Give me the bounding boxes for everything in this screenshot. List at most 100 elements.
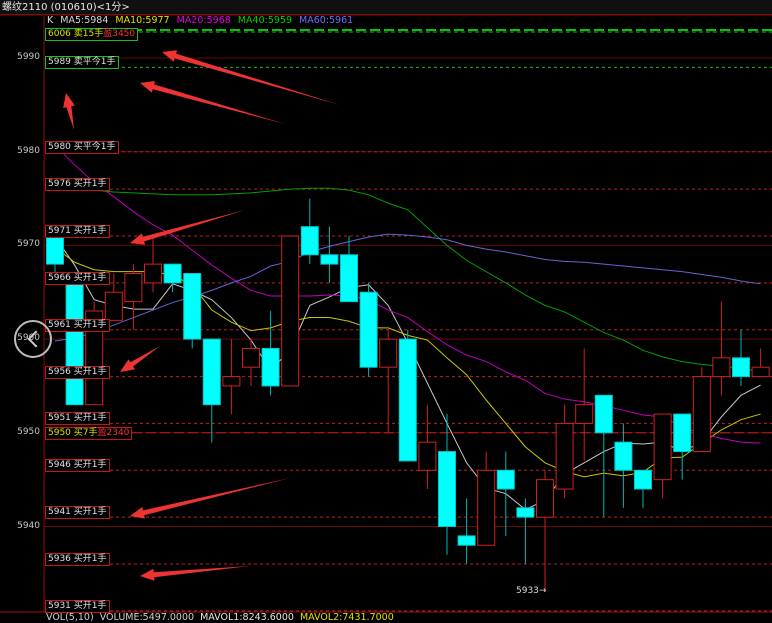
annotation-arrows [63, 50, 340, 581]
candle-body [320, 254, 339, 265]
candle-body [575, 404, 594, 424]
order-label[interactable]: 5966 买开1手 [45, 271, 110, 285]
candle-body [516, 507, 535, 518]
candle-body [379, 338, 398, 368]
candle-body [418, 441, 437, 471]
order-label[interactable]: 5950 买7手盈2340 [45, 426, 133, 440]
candle-body [85, 310, 104, 406]
order-text: 5966 买开1手 [48, 272, 107, 283]
y-tick-label: 5950 [17, 426, 40, 437]
candle-body [340, 254, 358, 303]
order-text: 6006 卖15手 [48, 29, 104, 39]
candle [536, 470, 554, 593]
nav-back-button[interactable] [14, 320, 52, 358]
candle-body [398, 338, 417, 462]
candle-body [222, 376, 241, 387]
candle-body [183, 273, 202, 340]
candle-body [261, 347, 280, 387]
order-text: 5971 买开1手 [48, 226, 107, 237]
candle-body [438, 451, 456, 528]
candle-body [46, 235, 64, 265]
order-text: 5989 卖平今1手 [48, 57, 116, 68]
candle [477, 451, 496, 546]
ma20-line [54, 144, 761, 444]
order-profit: 盈2340 [97, 427, 130, 438]
order-label[interactable]: 6006 卖15手盈3450 [45, 28, 139, 41]
candle [398, 329, 417, 462]
candle [124, 264, 143, 330]
candle [65, 282, 84, 406]
chevron-left-icon [27, 330, 45, 348]
candle-body [65, 282, 84, 406]
candle [575, 348, 594, 461]
candle [418, 404, 437, 490]
candle [144, 236, 162, 293]
annotation-arrow [140, 81, 285, 124]
candle [692, 367, 711, 453]
candle-body [457, 535, 476, 546]
candle [163, 263, 182, 293]
legend-ma5: MA5:5984 [60, 15, 109, 26]
candle-body [614, 441, 633, 471]
candle-body [634, 469, 652, 490]
candle-body [555, 422, 574, 490]
candle-body [712, 357, 731, 378]
vol-mavol1: MAVOL1:8243.6000 [200, 612, 294, 623]
candle-body [477, 469, 496, 546]
order-label[interactable]: 5971 买开1手 [45, 225, 110, 239]
candle-body [163, 263, 182, 284]
candle [85, 301, 104, 406]
order-label[interactable]: 5941 买开1手 [45, 506, 110, 520]
annotation-arrow [130, 210, 245, 245]
order-label[interactable]: 5931 买开1手 [45, 599, 110, 613]
candle-body [124, 273, 143, 303]
y-tick-label: 5980 [17, 145, 40, 156]
candle [594, 394, 613, 518]
ma-legend: K MA5:5984 MA10:5977 MA20:5968 MA40:5959… [47, 15, 357, 27]
vol-volume: VOLUME:5497.0000 [99, 612, 195, 623]
candle [673, 413, 692, 480]
candle [261, 310, 280, 396]
order-lines [104, 29, 772, 612]
candle-body [359, 291, 378, 368]
order-label[interactable]: 5951 买开1手 [45, 412, 110, 426]
order-label[interactable]: 5976 买开1手 [45, 178, 110, 192]
volume-legend: VOL(5,10) VOLUME:5497.0000 MAVOL1:8243.6… [46, 613, 397, 623]
order-text: 5941 买开1手 [48, 507, 107, 518]
candle [732, 329, 750, 386]
candle [438, 414, 456, 555]
candle-body [202, 338, 221, 406]
order-label[interactable]: 5980 买平今1手 [45, 140, 119, 154]
candle [281, 235, 300, 387]
order-text: 5976 买开1手 [48, 179, 107, 190]
order-label[interactable]: 5936 买开1手 [45, 552, 110, 566]
candle [634, 469, 652, 508]
legend-ma40: MA40:5959 [237, 15, 292, 26]
candle-body [242, 347, 260, 368]
candle [340, 236, 358, 303]
candle [359, 282, 378, 377]
order-label[interactable]: 5961 买开1手 [45, 318, 110, 332]
legend-ma60: MA60:5961 [299, 15, 354, 26]
order-label[interactable]: 5956 买开1手 [45, 365, 110, 379]
y-tick-label: 5940 [17, 520, 40, 531]
order-text: 5946 买开1手 [48, 460, 107, 471]
vol-mavol2: MAVOL2:7431.7000 [299, 612, 394, 623]
order-label[interactable]: 5989 卖平今1手 [45, 56, 119, 70]
ma60-line [54, 233, 761, 342]
candle-body [496, 469, 515, 490]
annotation-arrow [162, 50, 340, 105]
candle-body [144, 263, 162, 284]
candle [496, 451, 515, 536]
order-text: 5951 买开1手 [48, 413, 107, 424]
ma40-line [54, 187, 761, 373]
order-label[interactable]: 5946 买开1手 [45, 459, 110, 473]
candle-body [281, 235, 300, 387]
candle [300, 198, 319, 265]
candle [183, 273, 202, 349]
order-text: 5931 买开1手 [48, 600, 107, 611]
order-text: 5980 买平今1手 [48, 141, 116, 152]
order-text: 5961 买开1手 [48, 319, 107, 330]
candle [320, 226, 339, 283]
